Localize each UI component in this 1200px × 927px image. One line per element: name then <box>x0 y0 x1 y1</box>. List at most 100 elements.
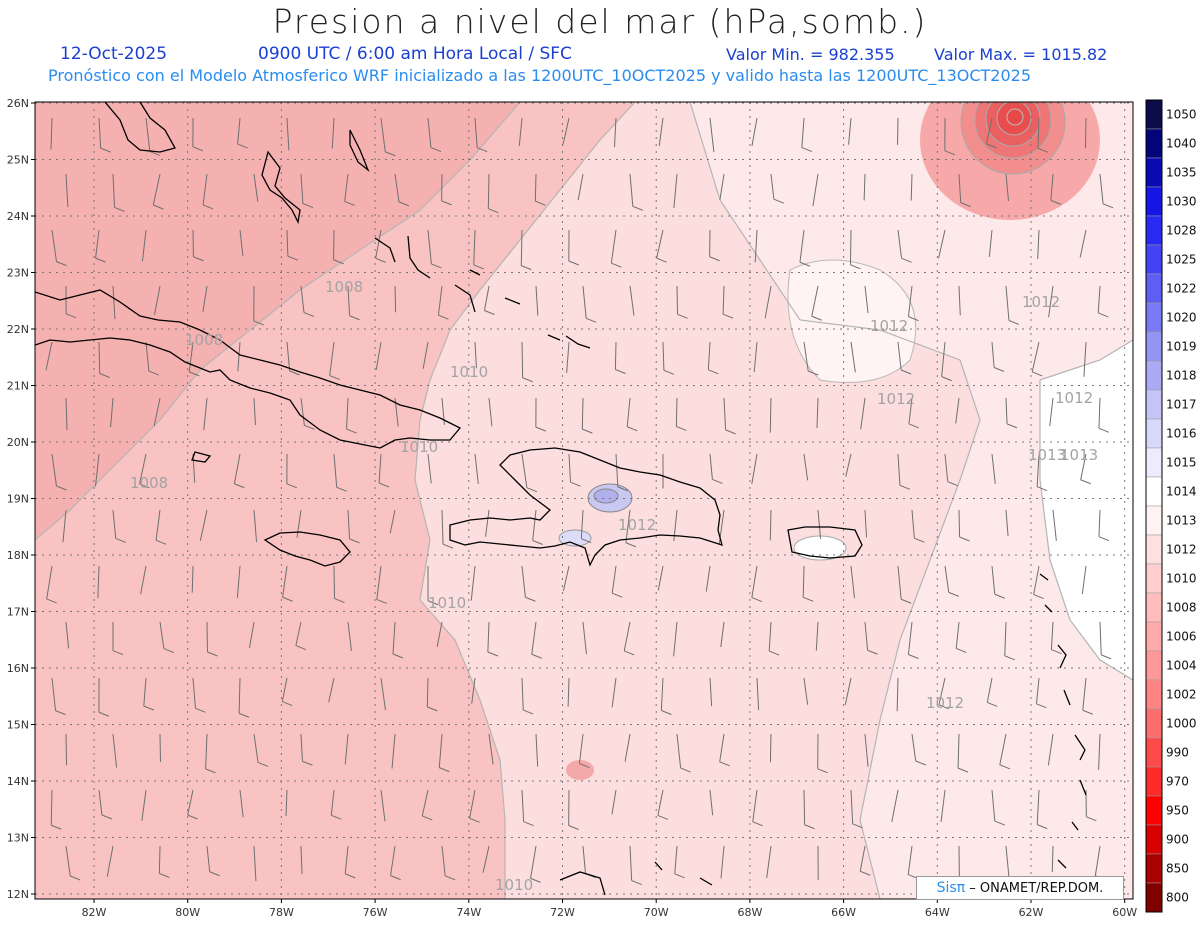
wind-barb-flag <box>192 146 204 152</box>
wind-barb-flag <box>155 539 167 545</box>
colorbar-swatch <box>1145 244 1163 275</box>
wind-barb-flag <box>438 314 449 320</box>
wind-barb <box>112 733 118 768</box>
wind-barb <box>986 677 993 703</box>
wind-barb-flag <box>375 257 386 263</box>
wind-barb <box>1081 565 1087 595</box>
lat-label: 19N <box>7 493 29 506</box>
wind-barb <box>286 229 289 257</box>
wind-barb <box>1033 565 1040 595</box>
wind-barb-flag <box>398 201 410 207</box>
wind-barb-flag <box>1086 816 1097 822</box>
wind-barb <box>106 845 114 877</box>
wind-barb-flag <box>677 313 688 319</box>
wind-barb <box>51 229 57 262</box>
wind-barb <box>112 285 116 320</box>
wind-barb <box>285 789 288 817</box>
wind-barb <box>281 677 288 702</box>
wind-barb <box>897 341 902 371</box>
wind-barb-flag <box>207 651 218 657</box>
wind-barb-flag <box>804 824 815 830</box>
wind-barb-flag <box>751 597 763 603</box>
colorbar-swatch <box>1145 882 1163 913</box>
coastlines <box>35 102 1087 896</box>
contour-label: 1010 <box>428 594 466 612</box>
wind-barb <box>811 285 819 317</box>
wind-barb <box>51 453 57 487</box>
wind-barb-flag <box>1008 319 1020 325</box>
wind-barb-flag <box>331 814 342 820</box>
lat-label: 18N <box>7 549 29 562</box>
wind-barb-flag <box>719 761 730 767</box>
lat-label: 25N <box>7 154 29 167</box>
wind-barb <box>907 845 913 875</box>
wind-barb <box>863 173 866 201</box>
wind-barb-flag <box>336 486 347 492</box>
wind-barb <box>192 453 196 483</box>
wind-barb <box>300 845 303 874</box>
wind-barb-flag <box>568 825 579 830</box>
wind-barb <box>955 397 960 424</box>
wind-barb <box>98 117 102 149</box>
wind-barb <box>203 397 208 431</box>
wind-barb-flag <box>195 707 206 713</box>
wind-barb <box>770 173 775 200</box>
wind-barb <box>1083 341 1087 377</box>
colorbar-swatch <box>1145 534 1163 565</box>
wind-barb-flag <box>302 203 314 209</box>
colorbar-label: 1030 <box>1166 195 1197 209</box>
wind-barb-flag <box>615 369 626 374</box>
wind-barb <box>236 565 241 598</box>
wind-barb-flag <box>441 200 452 206</box>
wind-barb <box>437 285 443 316</box>
wind-barb-flag <box>1050 199 1062 205</box>
wind-barb <box>238 677 241 714</box>
lon-label: 64W <box>925 906 950 919</box>
wind-barb <box>328 677 335 703</box>
wind-barb <box>986 117 993 144</box>
wind-barb-flag <box>189 371 200 377</box>
wind-barb <box>1049 397 1054 427</box>
wind-barb-flag <box>712 478 723 484</box>
wind-barb <box>233 453 241 484</box>
wind-barb <box>295 621 302 646</box>
wind-barb <box>610 229 617 264</box>
wind-barb-flag <box>56 261 67 267</box>
wind-barb <box>562 565 570 592</box>
wind-barb <box>389 509 396 534</box>
wind-barb-flag <box>956 647 967 653</box>
wind-barb <box>65 397 68 431</box>
wind-barb <box>803 789 806 825</box>
wind-barb <box>375 341 382 371</box>
wind-barb <box>958 285 961 316</box>
wind-barb <box>436 621 443 647</box>
colorbar-swatch <box>1145 737 1163 768</box>
wind-barb <box>803 453 809 481</box>
wind-barb <box>380 789 386 822</box>
wind-barb <box>707 341 711 370</box>
wind-barb <box>1005 285 1010 321</box>
wind-barb <box>864 509 868 538</box>
wind-barb <box>98 789 103 816</box>
wind-barb-flag <box>488 208 499 214</box>
wind-barb <box>253 173 259 202</box>
lon-label: 74W <box>456 906 481 919</box>
wind-barb-flag <box>708 369 719 375</box>
wind-barb <box>802 565 805 598</box>
wind-barb <box>375 229 382 259</box>
wind-barb-flag <box>915 760 926 766</box>
wind-barb <box>140 565 147 595</box>
wind-barb-flag <box>289 370 300 376</box>
wind-barb <box>422 341 429 369</box>
colorbar-label: 1020 <box>1166 311 1197 325</box>
wind-barb <box>566 341 570 373</box>
wind-barb <box>1052 509 1057 541</box>
colorbar-swatch <box>1145 563 1163 594</box>
wind-barb-flag <box>523 821 534 827</box>
contour-label: 1010 <box>495 876 533 894</box>
wind-barb <box>799 229 805 263</box>
wind-barb <box>662 341 665 371</box>
wind-barb <box>625 509 631 543</box>
wind-barb <box>944 453 949 482</box>
wind-barb <box>709 453 713 480</box>
